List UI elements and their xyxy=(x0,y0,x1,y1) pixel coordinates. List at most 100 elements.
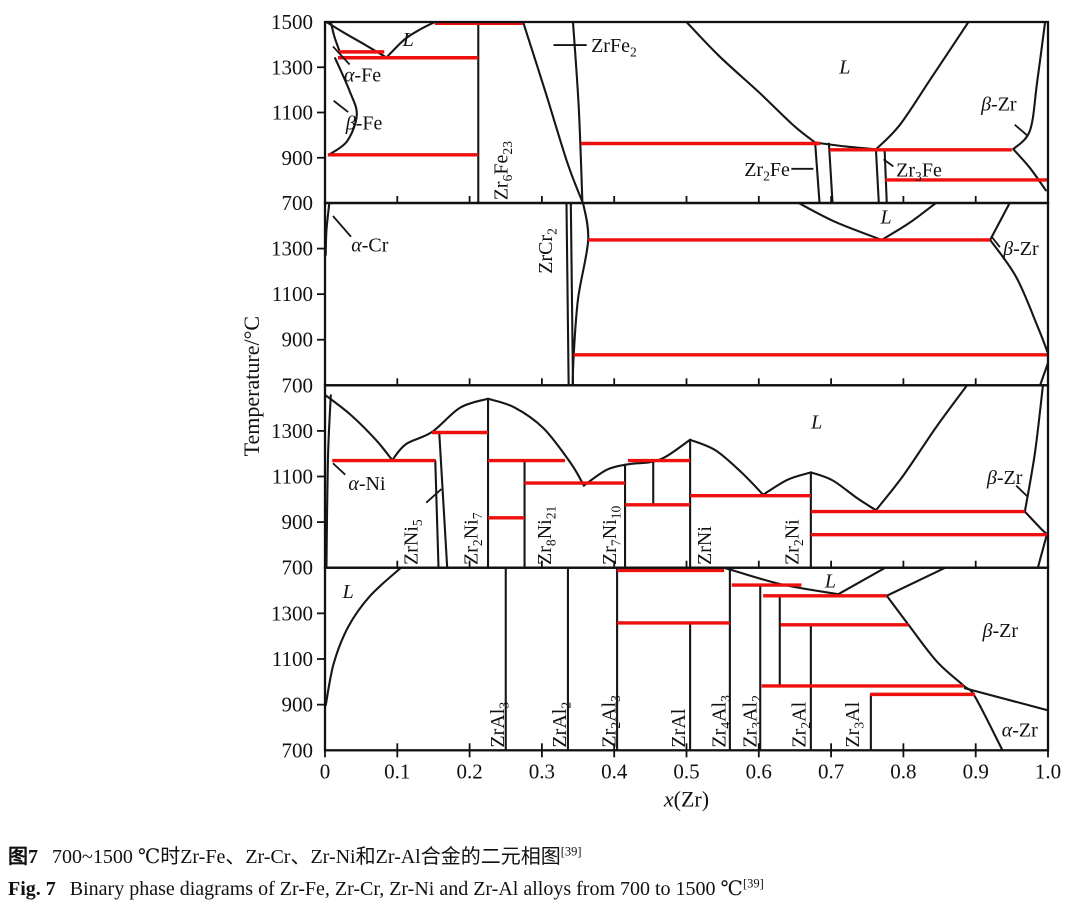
phase-boundary-betaZr-lower xyxy=(1023,510,1048,536)
phase-boundary-Zr3Fe-right xyxy=(883,148,888,203)
phase-boundary-betaZr-boundary xyxy=(885,594,1004,751)
phase-label-ZrFe2: ZrFe2 xyxy=(591,35,637,60)
phase-boundary-betaZr-lower xyxy=(989,238,1048,353)
phase-label-Zr8Ni21: Zr8Ni21 xyxy=(534,506,559,565)
label-leader-line xyxy=(332,215,352,238)
label-leader-line xyxy=(990,236,1001,248)
caption-reference-cn: [39] xyxy=(560,844,582,859)
x-tick-label: 0.7 xyxy=(818,759,844,783)
phase-boundary-ZrNi5-right xyxy=(438,431,449,568)
y-tick-label: 900 xyxy=(282,693,314,717)
phase-label-Zr2Fe: Zr2Fe xyxy=(744,159,790,184)
phase-label-Zr2Ni7: Zr2Ni7 xyxy=(460,512,485,565)
panel-frame-zr-ni xyxy=(323,384,1050,569)
caption-number-en: Fig. 7 xyxy=(8,878,56,900)
phase-label-Zr7Ni10: Zr7Ni10 xyxy=(599,505,624,564)
phase-label-βZr: β-Zr xyxy=(1002,238,1039,260)
phase-boundary-liquidus-left xyxy=(325,567,402,707)
label-leader-line xyxy=(333,100,349,113)
phase-boundary-betaZr-corner xyxy=(1036,534,1048,568)
phase-boundary-liquidus-v-left xyxy=(797,203,883,241)
panel-zr-cr xyxy=(325,203,1048,386)
phase-boundary-betaZr-upper xyxy=(1023,385,1044,513)
x-tick-label: 0.4 xyxy=(601,759,628,783)
caption-text-cn: 700~1500 ℃时Zr-Fe、Zr-Cr、Zr-Ni和Zr-Al合金的二元相… xyxy=(52,846,561,868)
y-tick-label: 1100 xyxy=(272,101,313,125)
panel-zr-ni xyxy=(325,385,1048,568)
phase-label-βZr: β-Zr xyxy=(982,620,1019,642)
phase-boundary-liquidus-v-right xyxy=(880,203,937,241)
phase-boundary-liquidus-3 xyxy=(486,397,585,487)
y-tick-label: 1300 xyxy=(271,55,313,79)
phase-boundary-Zr3Fe-left xyxy=(874,148,880,203)
figure-caption-english: Fig. 7 Binary phase diagrams of Zr-Fe, Zr… xyxy=(8,876,1062,901)
y-tick-label: 1500 xyxy=(271,10,313,34)
y-tick-label: 1300 xyxy=(271,601,313,625)
figure-caption-chinese: 图7 700~1500 ℃时Zr-Fe、Zr-Cr、Zr-Ni和Zr-Al合金的二… xyxy=(8,840,1062,869)
label-leader-line xyxy=(425,488,443,504)
label-leader-line xyxy=(332,45,351,66)
phase-boundary-ZrCr2-right-boundary xyxy=(571,203,590,386)
caption-number-cn: 图7 xyxy=(8,846,38,868)
label-leader-line xyxy=(1014,124,1028,137)
x-tick-label: 0.6 xyxy=(746,759,772,783)
y-tick-label: 1300 xyxy=(271,237,313,261)
phase-label-αNi: α-Ni xyxy=(348,473,386,495)
y-tick-label: 900 xyxy=(282,328,314,352)
y-tick-label: 1100 xyxy=(272,282,313,306)
phase-boundary-alphaCr-solvus xyxy=(325,203,331,257)
phase-label-Zr3Al2: Zr3Al2 xyxy=(739,695,764,748)
phase-diagram-figure: L Lα-Fe β-Fe ZrFe2 Zr6Fe23 Zr2Fe Zr3Fe β-Zr α-Cr… xyxy=(239,10,1061,811)
phase-label-L: L xyxy=(824,570,836,592)
phase-label-ZrNi: ZrNi xyxy=(694,526,716,565)
phase-boundary-liquidus-8 xyxy=(874,385,969,512)
phase-label-αCr: α-Cr xyxy=(351,234,389,256)
label-leader-line xyxy=(332,462,346,476)
x-tick-label: 0.2 xyxy=(456,759,482,783)
panel-zr-al xyxy=(325,567,1048,751)
phase-boundary-liquidus-6 xyxy=(762,471,812,496)
phase-boundary-ZrNi5-left xyxy=(434,459,440,568)
phase-boundary-alphaZr-transus xyxy=(963,687,1048,712)
phase-label-L: L xyxy=(342,581,354,603)
phase-boundary-Zr2Fe-left xyxy=(814,142,821,203)
phase-label-βFe: β-Fe xyxy=(345,112,383,134)
x-tick-label: 0.1 xyxy=(384,759,410,783)
phase-boundary-liquidus-mid xyxy=(723,567,840,596)
phase-boundary-ZrFe2-left xyxy=(522,22,584,203)
x-tick-label: 0 xyxy=(320,759,331,783)
label-leader-line xyxy=(882,158,894,168)
caption-text-en: Binary phase diagrams of Zr-Fe, Zr-Cr, Z… xyxy=(69,878,743,900)
y-tick-label: 1100 xyxy=(272,465,313,489)
phase-boundary-alphaNi-solvus xyxy=(325,394,332,568)
y-tick-label: 900 xyxy=(282,146,314,170)
phase-boundary-beta-liquidus xyxy=(885,567,947,597)
phase-boundary-alphaZr-corner xyxy=(1039,361,1048,386)
phase-label-Zr2Ni: Zr2Ni xyxy=(781,519,806,565)
x-tick-label: 0.9 xyxy=(963,759,989,783)
phase-boundary-betaZr-lower xyxy=(1012,148,1047,192)
phase-label-ZrAl3: ZrAl3 xyxy=(487,702,512,748)
x-tick-label: 0.5 xyxy=(673,759,699,783)
phase-label-ZrCr2: ZrCr2 xyxy=(535,228,560,274)
phase-label-Zr2Al: Zr2Al xyxy=(789,701,814,747)
phase-label-βZr: β-Zr xyxy=(986,467,1023,489)
phase-boundary-ZrFe2-right xyxy=(571,22,584,203)
phase-boundary-liquidus-right xyxy=(874,22,970,151)
x-axis-title: x(Zr) xyxy=(663,786,709,811)
caption-reference-en: [39] xyxy=(742,876,764,891)
phase-boundary-ZrCr2-left xyxy=(565,203,570,386)
phase-label-βZr: β-Zr xyxy=(980,93,1017,115)
y-tick-label: 1300 xyxy=(271,419,313,443)
phase-label-ZrAl: ZrAl xyxy=(668,708,690,747)
phase-boundary-betaZr-upper xyxy=(1012,22,1047,151)
phase-boundary-liquidus-7 xyxy=(809,471,877,512)
label-leader-line xyxy=(1015,484,1028,497)
phase-label-L: L xyxy=(402,29,414,51)
phase-label-Zr4Al3: Zr4Al3 xyxy=(708,695,733,748)
phase-boundary-liquidus-mid-right xyxy=(837,567,887,596)
phase-boundary-liquidus-left-b xyxy=(385,22,436,59)
phase-boundary-ZrCr2-mid xyxy=(569,203,575,386)
panel-zr-fe xyxy=(325,22,1048,203)
